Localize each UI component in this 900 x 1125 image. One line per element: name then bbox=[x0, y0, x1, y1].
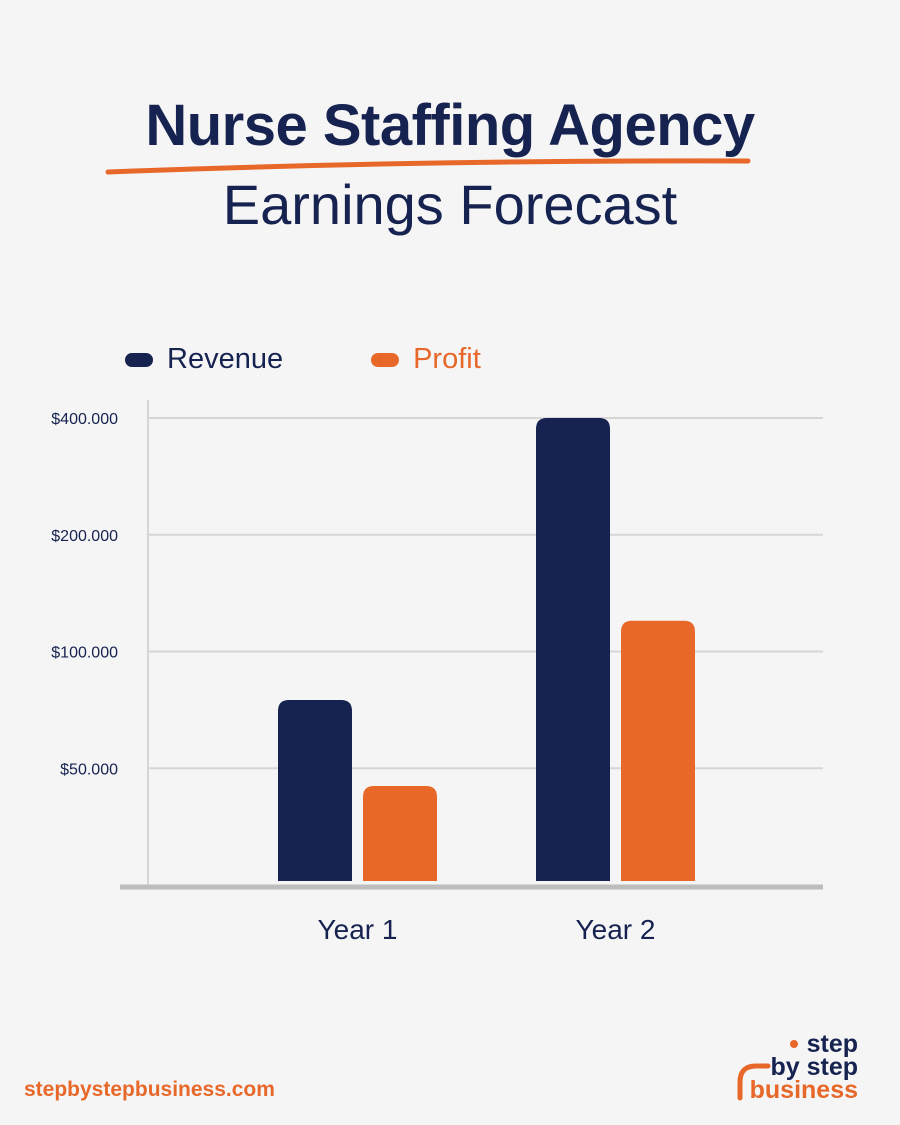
logo-line-by-step: by step bbox=[770, 1053, 858, 1081]
legend: Revenue Profit bbox=[125, 343, 569, 376]
logo-line-business: business bbox=[749, 1076, 858, 1104]
y-tick-label: $200.000 bbox=[51, 528, 118, 545]
x-tick-label: Year 2 bbox=[576, 914, 656, 945]
bar-chart: $400.000 $200.000 $100.000 $50.000 Year 1 Yea… bbox=[51, 400, 823, 945]
legend-item-revenue: Revenue bbox=[125, 343, 283, 376]
legend-label-profit: Profit bbox=[413, 343, 481, 375]
chart-title: Nurse Staffing Agency bbox=[145, 93, 755, 158]
y-tick-label: $50.000 bbox=[60, 761, 118, 778]
logo-arc-icon bbox=[737, 1063, 771, 1101]
logo-line-step: step bbox=[806, 1030, 858, 1058]
legend-swatch-profit bbox=[371, 352, 400, 367]
bar-revenue-year-2 bbox=[536, 418, 610, 881]
bar-profit-year-2 bbox=[621, 620, 695, 881]
legend-label-revenue: Revenue bbox=[167, 343, 284, 375]
y-tick-label: $100.000 bbox=[51, 645, 118, 662]
legend-item-profit: Profit bbox=[371, 343, 481, 376]
y-tick-label: $400.000 bbox=[51, 411, 118, 428]
brand-logo: step by step business bbox=[732, 1030, 872, 1105]
chart-subtitle: Earnings Forecast bbox=[222, 173, 678, 236]
logo-dot-icon bbox=[790, 1040, 798, 1048]
bar-profit-year-1 bbox=[363, 785, 437, 881]
website-url[interactable]: stepbystepbusiness.com bbox=[24, 1078, 275, 1101]
title-underline bbox=[105, 158, 751, 175]
legend-swatch-revenue bbox=[125, 352, 153, 367]
x-tick-label: Year 1 bbox=[318, 914, 398, 945]
bar-revenue-year-1 bbox=[278, 699, 352, 881]
